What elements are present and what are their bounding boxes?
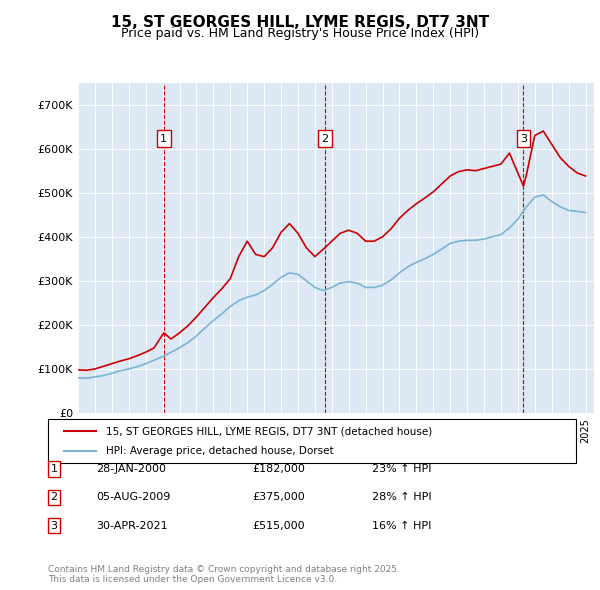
Text: 2: 2	[50, 493, 58, 502]
Text: 3: 3	[50, 521, 58, 530]
Text: 2: 2	[321, 134, 328, 144]
Text: Contains HM Land Registry data © Crown copyright and database right 2025.
This d: Contains HM Land Registry data © Crown c…	[48, 565, 400, 584]
Text: HPI: Average price, detached house, Dorset: HPI: Average price, detached house, Dors…	[106, 446, 334, 455]
Text: 15, ST GEORGES HILL, LYME REGIS, DT7 3NT (detached house): 15, ST GEORGES HILL, LYME REGIS, DT7 3NT…	[106, 427, 433, 436]
Text: 16% ↑ HPI: 16% ↑ HPI	[372, 521, 431, 530]
Text: 15, ST GEORGES HILL, LYME REGIS, DT7 3NT: 15, ST GEORGES HILL, LYME REGIS, DT7 3NT	[111, 15, 489, 30]
Text: 05-AUG-2009: 05-AUG-2009	[96, 493, 170, 502]
Text: £515,000: £515,000	[252, 521, 305, 530]
Text: £182,000: £182,000	[252, 464, 305, 474]
Text: 28-JAN-2000: 28-JAN-2000	[96, 464, 166, 474]
Text: 30-APR-2021: 30-APR-2021	[96, 521, 167, 530]
Text: 1: 1	[160, 134, 167, 144]
Text: 23% ↑ HPI: 23% ↑ HPI	[372, 464, 431, 474]
Text: £375,000: £375,000	[252, 493, 305, 502]
Text: 1: 1	[50, 464, 58, 474]
FancyBboxPatch shape	[48, 419, 576, 463]
Text: 3: 3	[520, 134, 527, 144]
Text: Price paid vs. HM Land Registry's House Price Index (HPI): Price paid vs. HM Land Registry's House …	[121, 27, 479, 40]
Text: 28% ↑ HPI: 28% ↑ HPI	[372, 493, 431, 502]
